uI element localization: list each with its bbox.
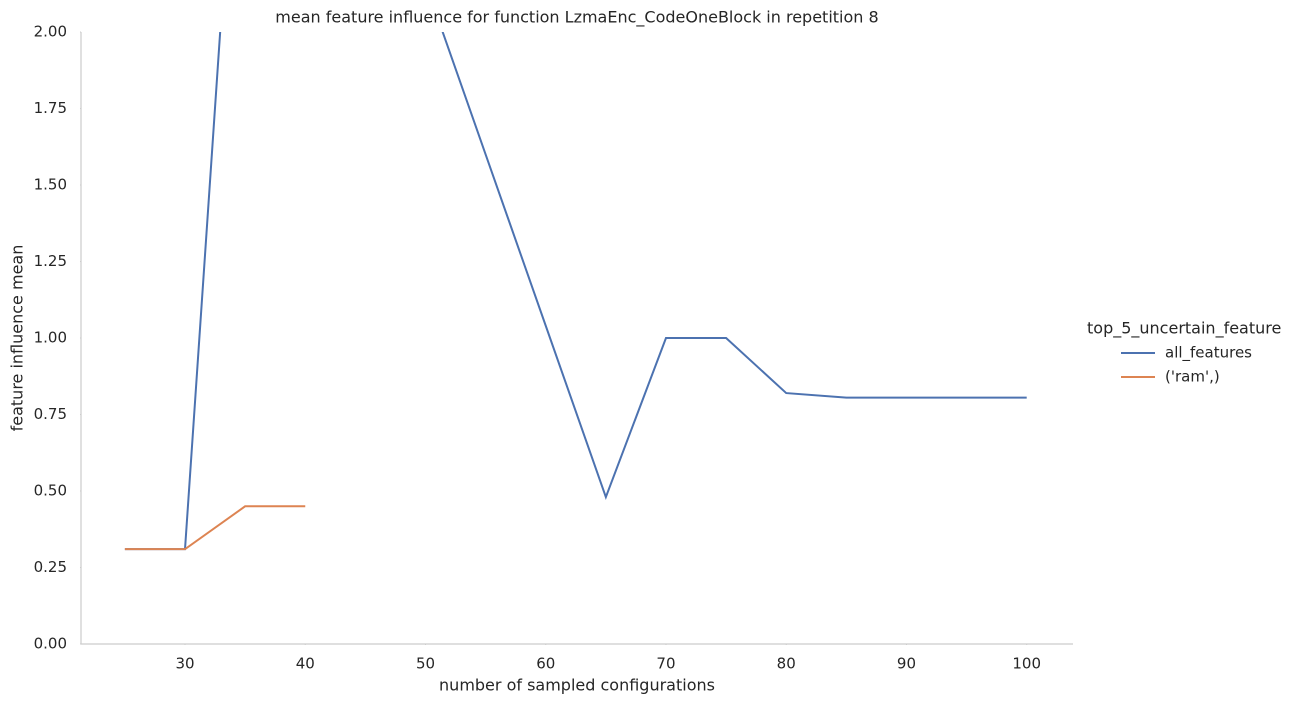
y-tick-label: 1.75 [34, 99, 67, 117]
y-tick-label: 0.25 [34, 558, 67, 576]
y-tick-label: 1.50 [34, 176, 67, 194]
y-tick-label: 0.50 [34, 482, 67, 500]
y-tick-label: 0.75 [34, 405, 67, 423]
legend-label: ('ram',) [1165, 368, 1220, 386]
x-tick-label: 80 [777, 655, 796, 673]
x-tick-label: 70 [656, 655, 675, 673]
chart-title: mean feature influence for function Lzma… [275, 8, 878, 28]
legend-label: all_features [1165, 344, 1252, 363]
series-line [124, 505, 306, 551]
x-tick-label: 40 [296, 655, 315, 673]
y-axis-label: feature influence mean [8, 245, 27, 432]
x-axis-label: number of sampled configurations [439, 676, 715, 695]
x-tick-label: 90 [897, 655, 916, 673]
x-tick-label: 50 [416, 655, 435, 673]
y-tick-label: 1.25 [34, 252, 67, 270]
x-tick-label: 60 [536, 655, 555, 673]
y-tick-label: 1.00 [34, 329, 67, 347]
y-tick-label: 2.00 [34, 23, 67, 41]
series-line [124, 32, 1027, 551]
x-tick-label: 100 [1012, 655, 1041, 673]
legend-title: top_5_uncertain_feature [1087, 319, 1281, 339]
x-tick-label: 30 [175, 655, 194, 673]
y-tick-label: 0.00 [34, 635, 67, 653]
